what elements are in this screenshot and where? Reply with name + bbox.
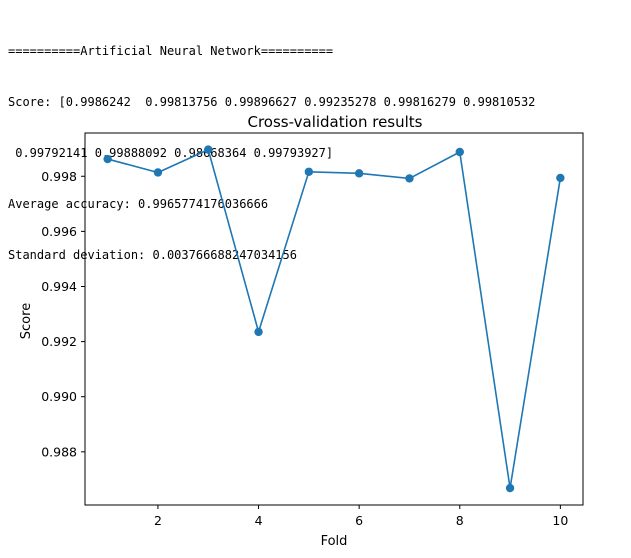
x-tick-label: 2 (154, 513, 162, 528)
score-point-fold-1 (103, 154, 112, 164)
score-point-fold-2 (153, 168, 163, 177)
score-point-fold-4 (254, 327, 263, 337)
score-point-fold-6 (354, 169, 364, 178)
score-point-fold-7 (405, 174, 414, 183)
console-header-line: ==========Artificial Neural Network=====… (8, 44, 334, 58)
plot-area-frame (84, 132, 584, 506)
y-tick-label: 0.988 (41, 444, 77, 459)
y-tick-label: 0.996 (41, 224, 77, 239)
console-std-line: Standard deviation: 0.003766688247034156 (8, 248, 297, 262)
x-tick-label: 4 (255, 513, 263, 528)
score-point-fold-3 (204, 145, 213, 154)
y-axis-label: Score (19, 303, 34, 339)
chart-title: Cross-validation results (248, 113, 423, 131)
y-tick-label: 0.998 (41, 169, 77, 184)
x-tick-label: 6 (355, 513, 363, 528)
console-score-line: Score: [0.9986242 0.99813756 0.99896627 … (8, 95, 536, 109)
y-axis-ticks: 0.988 0.990 0.992 0.994 0.996 0.998 (41, 169, 85, 459)
score-point-fold-10 (556, 173, 565, 183)
y-tick-label: 0.992 (41, 334, 77, 349)
score-point-fold-8 (455, 147, 464, 157)
y-tick-label: 0.994 (41, 279, 77, 294)
y-tick-label: 0.990 (41, 389, 77, 404)
console-average-line: Average accuracy: 0.9965774176036666 (8, 197, 269, 211)
x-axis-label: Fold (321, 534, 348, 549)
console-output: ==========Artificial Neural Network=====… (8, 9, 535, 281)
series-layer (103, 145, 565, 493)
score-point-fold-9 (505, 483, 515, 493)
x-tick-label: 10 (552, 513, 568, 528)
x-axis-ticks: 2 4 6 8 10 (154, 505, 568, 528)
x-tick-label: 8 (456, 513, 464, 528)
score-series-line (107, 148, 562, 489)
score-point-fold-5 (304, 167, 314, 176)
